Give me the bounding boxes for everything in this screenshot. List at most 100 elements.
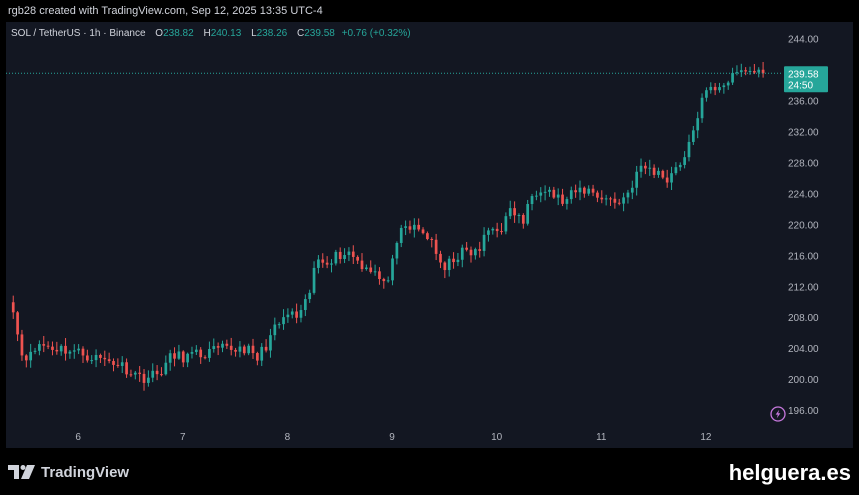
- candle-body: [674, 167, 678, 174]
- tradingview-logo[interactable]: TradingView: [8, 462, 129, 482]
- candle: [731, 67, 734, 85]
- candle: [709, 82, 713, 94]
- candle: [251, 338, 255, 359]
- candle: [212, 338, 216, 353]
- candle-body: [696, 118, 700, 131]
- candle: [569, 186, 573, 204]
- x-tick-label: 11: [596, 432, 607, 443]
- candle-body: [46, 345, 50, 347]
- candle: [600, 190, 604, 204]
- chart-credit: rgb28 created with TradingView.com, Sep …: [8, 5, 323, 17]
- candle-body: [600, 197, 604, 200]
- candle: [277, 322, 281, 329]
- candle: [417, 218, 421, 232]
- candle: [264, 339, 268, 353]
- candle-body: [234, 349, 237, 352]
- candle: [282, 309, 285, 330]
- candle: [125, 358, 128, 378]
- candle: [617, 198, 621, 206]
- candle: [221, 340, 224, 353]
- candle-body: [51, 346, 54, 350]
- candle-body: [225, 343, 229, 346]
- candle: [168, 349, 172, 371]
- candlestick-chart[interactable]: 244.00240.00236.00232.00228.00224.00220.…: [6, 22, 853, 448]
- candle: [587, 185, 591, 196]
- high-value: 240.13: [210, 28, 242, 39]
- candle-body: [386, 280, 390, 282]
- lightning-icon[interactable]: [770, 406, 786, 422]
- candle-body: [635, 171, 639, 188]
- candle: [290, 308, 294, 319]
- candle: [412, 218, 416, 238]
- candle: [94, 349, 98, 368]
- candle: [155, 365, 159, 381]
- last-price-badge-bg: [784, 66, 828, 93]
- candle-body: [417, 224, 421, 230]
- candle: [38, 340, 41, 356]
- top-bar: rgb28 created with TradingView.com, Sep …: [0, 0, 859, 22]
- candle-body: [77, 348, 80, 351]
- candle-body: [59, 345, 63, 352]
- candle: [639, 158, 643, 178]
- y-tick-label: 232.00: [788, 127, 819, 138]
- candle-body: [264, 346, 268, 351]
- candle-body: [81, 348, 85, 356]
- chart-area[interactable]: 244.00240.00236.00232.00228.00224.00220.…: [6, 22, 853, 448]
- candle: [408, 220, 412, 234]
- candle-body: [661, 170, 665, 178]
- candle: [744, 67, 748, 76]
- candle: [635, 165, 639, 196]
- candle: [391, 254, 394, 286]
- y-tick-label: 196.00: [788, 406, 819, 417]
- candle-body: [290, 311, 294, 315]
- candle: [103, 350, 107, 367]
- time-axis[interactable]: 6 7 8 9 10 11 12: [75, 432, 712, 443]
- candle-body: [116, 364, 120, 366]
- candle-body: [256, 353, 259, 361]
- candle: [16, 311, 19, 342]
- candle-body: [391, 258, 394, 281]
- candle: [247, 343, 251, 356]
- candle-body: [456, 259, 460, 263]
- candle: [299, 304, 303, 323]
- candle-body: [138, 372, 142, 374]
- candle-body: [482, 234, 486, 251]
- candle-body: [347, 251, 351, 256]
- candle: [696, 111, 700, 139]
- candle: [308, 289, 312, 303]
- candle-body: [556, 194, 560, 198]
- candle: [517, 213, 521, 224]
- candle-body: [90, 360, 94, 362]
- candle-body: [535, 195, 538, 197]
- candle-body: [622, 197, 625, 204]
- candle: [556, 188, 560, 206]
- candle: [330, 259, 333, 273]
- candle-body: [744, 70, 748, 72]
- candle-body: [365, 267, 368, 270]
- candle-body: [495, 228, 499, 232]
- candle: [482, 227, 486, 257]
- candle-body: [64, 345, 67, 354]
- candle-body: [574, 190, 577, 193]
- candle: [24, 354, 28, 368]
- candle-body: [242, 346, 246, 354]
- symbol-name[interactable]: SOL / TetherUS · 1h · Binance: [11, 28, 146, 39]
- candle-body: [478, 249, 482, 251]
- candle: [295, 303, 298, 324]
- candle: [591, 184, 595, 197]
- candle-body: [753, 70, 756, 73]
- candle-body: [251, 345, 255, 354]
- candle: [72, 344, 76, 359]
- candle: [683, 151, 686, 169]
- candle: [190, 346, 194, 359]
- candle-body: [173, 353, 176, 359]
- candle: [495, 222, 499, 238]
- candle-body: [164, 362, 168, 375]
- candle-body: [194, 349, 198, 353]
- candle: [59, 344, 63, 356]
- candle-body: [295, 311, 298, 318]
- candle: [365, 264, 368, 271]
- candle-body: [312, 267, 316, 293]
- candle-body: [277, 324, 281, 326]
- candle: [761, 62, 765, 78]
